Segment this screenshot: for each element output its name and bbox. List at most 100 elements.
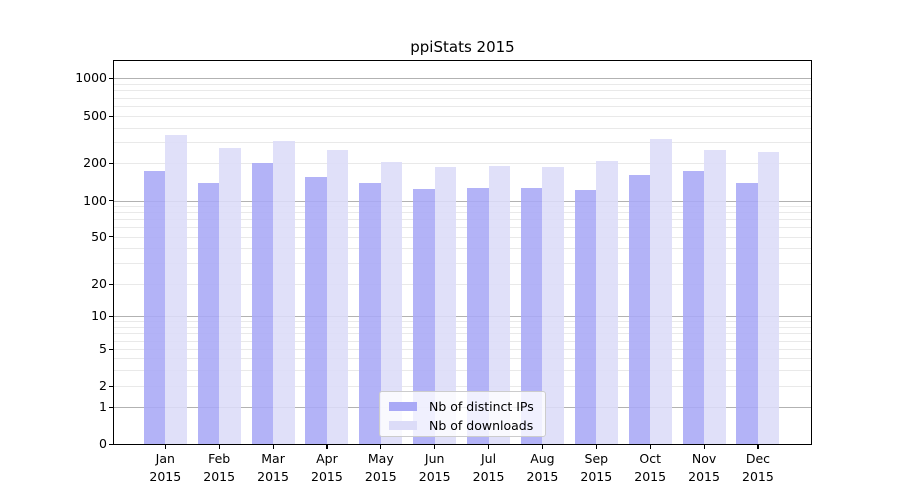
y-tick-label: 0 [99, 436, 107, 451]
y-gridline-minor [114, 116, 811, 117]
x-tick-mark [649, 445, 651, 449]
x-tick-mark [326, 445, 328, 449]
bar-distinct-ips [682, 170, 705, 444]
bar-distinct-ips [251, 163, 274, 444]
y-tick-label: 5 [99, 341, 107, 357]
bar-downloads [219, 147, 241, 444]
y-gridline-minor [114, 206, 811, 208]
bar-distinct-ips [736, 183, 758, 444]
bar-downloads [326, 150, 349, 444]
y-gridline-minor [114, 142, 811, 144]
bar-distinct-ips [628, 175, 651, 444]
x-tick-label-year: 2015 [364, 468, 397, 484]
x-tick-mark [218, 445, 220, 449]
y-tick-mark [109, 115, 113, 117]
y-tick-mark [109, 236, 113, 238]
x-tick-label-year: 2015 [149, 468, 182, 484]
y-tick-mark [109, 443, 113, 445]
legend-label-distinct-ips: Nb of distinct IPs [429, 399, 534, 414]
y-gridline-minor [114, 369, 811, 371]
y-gridline-minor [114, 90, 811, 92]
bar-distinct-ips [359, 182, 381, 444]
bar-distinct-ips [413, 189, 435, 444]
y-tick-mark [109, 77, 113, 79]
y-tick-mark [109, 200, 113, 202]
legend-item-downloads: Nb of downloads [389, 416, 536, 435]
bar-downloads [542, 166, 564, 444]
x-tick-label-month: Jun [424, 451, 445, 466]
bar-downloads [434, 166, 457, 444]
x-tick-label-year: 2015 [311, 468, 343, 484]
bar-distinct-ips [305, 177, 327, 444]
x-tick-label: Dec 2015 [726, 450, 790, 485]
plot-area [113, 60, 812, 445]
y-tick-label: 200 [83, 155, 107, 171]
x-tick-label-month: Jul [481, 451, 497, 466]
y-tick-mark [109, 385, 113, 387]
legend: Nb of distinct IPs Nb of downloads [379, 391, 546, 437]
x-tick-label: Apr 2015 [295, 450, 359, 485]
x-tick-mark [380, 445, 382, 449]
y-gridline-minor [114, 248, 811, 250]
bar-distinct-ips [197, 182, 220, 444]
y-gridline-major [114, 78, 811, 80]
y-gridline-minor [114, 84, 811, 86]
x-tick-label-month: May [367, 451, 394, 466]
bar-downloads [165, 135, 187, 444]
legend-item-distinct-ips: Nb of distinct IPs [389, 397, 536, 416]
x-tick-label: Nov 2015 [672, 450, 736, 485]
x-tick-label-month: Oct [639, 451, 661, 466]
x-tick-label-year: 2015 [203, 468, 236, 484]
y-gridline-minor [114, 163, 811, 165]
x-tick-mark [541, 445, 544, 449]
y-tick-mark [109, 406, 113, 408]
x-tick-label: Jan 2015 [133, 450, 197, 485]
y-gridline-minor [114, 219, 811, 221]
y-tick-label: 500 [83, 108, 107, 123]
y-gridline-minor [114, 236, 811, 238]
x-tick-label-month: Apr [316, 451, 338, 466]
y-tick-label: 50 [91, 228, 107, 244]
legend-label-downloads: Nb of downloads [429, 418, 534, 433]
y-tick-mark [109, 283, 113, 285]
y-gridline-minor [114, 127, 811, 129]
y-gridline-minor [114, 326, 811, 328]
y-tick-mark [109, 162, 113, 164]
y-gridline-minor [114, 340, 811, 342]
y-gridline-minor [114, 358, 811, 360]
x-tick-label-year: 2015 [472, 468, 505, 484]
bar-downloads [757, 151, 780, 444]
x-tick-label-month: Nov [691, 451, 717, 466]
y-gridline-minor [114, 386, 811, 387]
y-gridline-minor [114, 227, 811, 229]
y-tick-label: 100 [83, 192, 107, 208]
bar-downloads [704, 150, 726, 444]
y-gridline-major [114, 200, 811, 202]
bar-downloads [273, 140, 295, 444]
x-tick-label: Jun 2015 [403, 450, 467, 485]
bar-downloads [488, 166, 511, 444]
y-tick-label: 2 [99, 378, 107, 393]
x-tick-mark [595, 445, 597, 449]
x-tick-label-year: 2015 [418, 468, 451, 484]
x-tick-label-year: 2015 [257, 468, 289, 484]
x-tick-label-year: 2015 [580, 468, 613, 484]
y-gridline-minor [114, 212, 811, 214]
x-tick-mark [703, 445, 705, 449]
y-gridline-minor [114, 349, 811, 351]
y-gridline-major [114, 316, 811, 317]
x-tick-label-year: 2015 [526, 468, 559, 484]
x-tick-label: Jul 2015 [457, 450, 521, 485]
y-gridline-minor [114, 263, 811, 265]
y-gridline-minor [114, 321, 811, 323]
y-tick-label: 20 [91, 276, 107, 291]
x-tick-label-year: 2015 [688, 468, 720, 484]
y-gridline-minor [114, 97, 811, 99]
bar-distinct-ips [467, 188, 489, 444]
bar-distinct-ips [574, 189, 597, 444]
chart-title: ppiStats 2015 [410, 38, 515, 56]
bar-downloads [596, 160, 618, 444]
y-gridline-minor [114, 106, 811, 108]
y-gridline-minor [114, 333, 811, 335]
x-tick-label: May 2015 [349, 450, 413, 485]
